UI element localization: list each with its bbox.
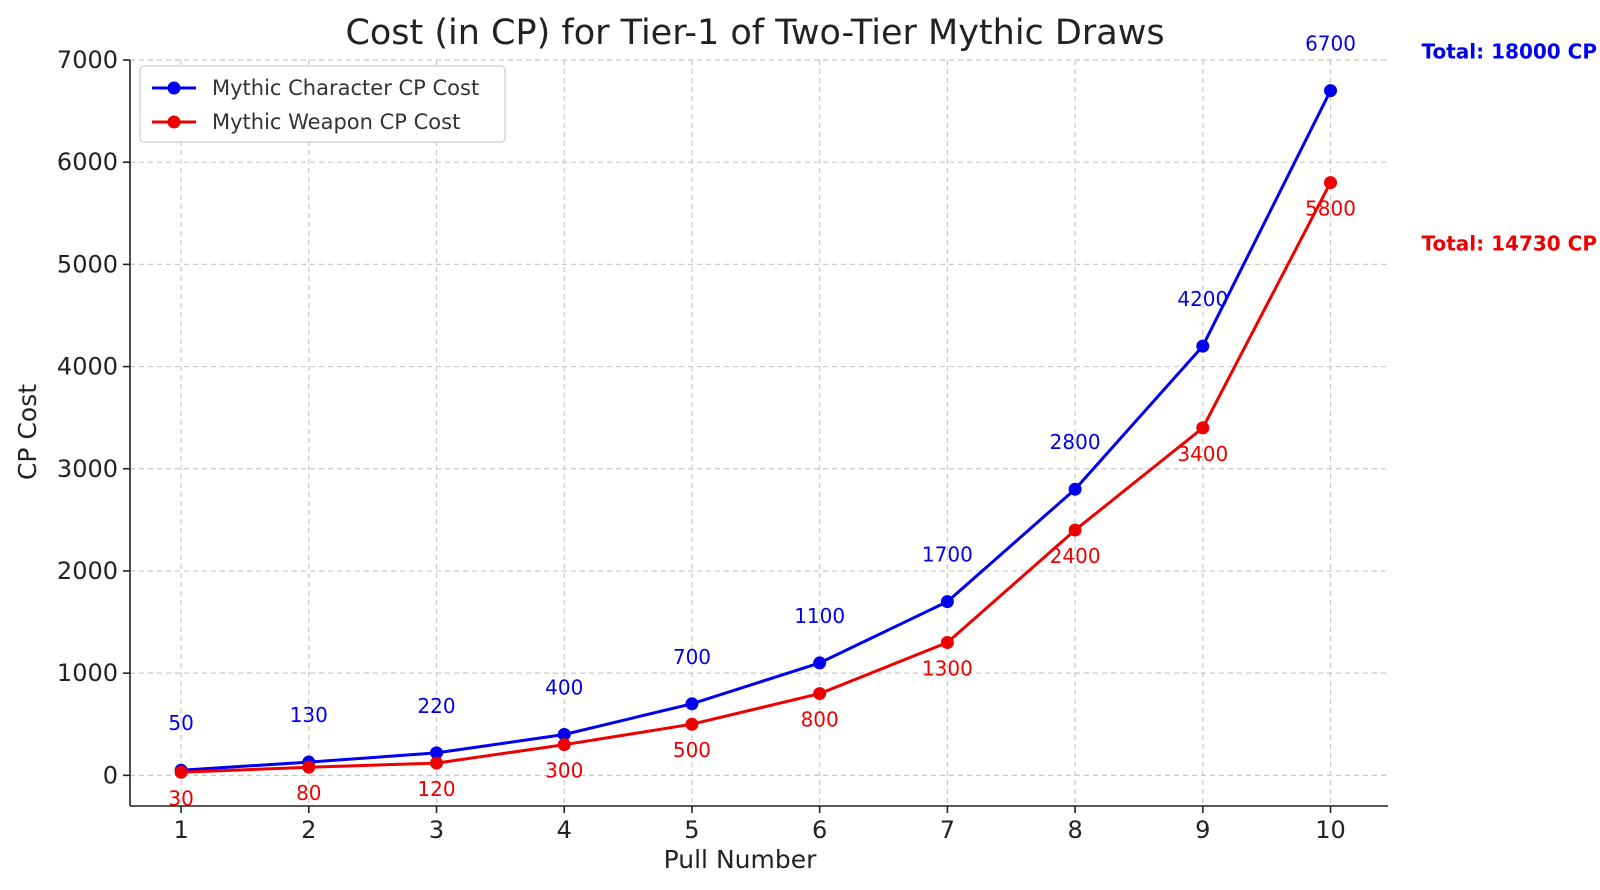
x-tick-label: 10 xyxy=(1315,816,1346,844)
data-label: 5800 xyxy=(1305,197,1356,221)
x-axis-label: Pull Number xyxy=(664,845,817,874)
legend-items: Mythic Character CP Cost Mythic Weapon CP… xyxy=(152,76,479,134)
data-label: 800 xyxy=(801,708,839,732)
data-point xyxy=(1196,421,1210,435)
legend-label: Mythic Weapon CP Cost xyxy=(212,110,460,134)
legend-box xyxy=(139,65,506,143)
series-line xyxy=(181,90,1332,772)
total-labels: Total: 18000 CP Total: 14730 CP xyxy=(1422,40,1597,256)
data-labels: 50 130 220 400 700 1100 1700 2800 4200 6700 30 80 12… xyxy=(168,32,1356,811)
data-label: 6700 xyxy=(1305,32,1356,56)
tick-labels: 1 2 3 4 5 6 7 8 9 10 0 1000 2000 3000 4000 5000 6000 7000 xyxy=(57,46,1346,844)
x-tick-label: 9 xyxy=(1195,816,1210,844)
legend-item: Mythic Character CP Cost xyxy=(152,76,479,100)
data-label: 400 xyxy=(545,675,583,699)
total-label: Total: 18000 CP xyxy=(1422,40,1597,64)
data-label: 130 xyxy=(290,703,328,727)
data-label: 50 xyxy=(168,711,193,735)
x-tick-label: 7 xyxy=(940,816,955,844)
data-point xyxy=(813,687,827,701)
data-label: 2400 xyxy=(1050,544,1101,568)
x-tick-label: 4 xyxy=(557,816,572,844)
y-tick-label: 4000 xyxy=(57,353,118,381)
data-label: 4200 xyxy=(1177,287,1228,311)
y-tick-label: 3000 xyxy=(57,455,118,483)
data-point xyxy=(1324,176,1338,190)
data-point xyxy=(174,765,188,779)
data-label: 300 xyxy=(545,759,583,783)
data-point xyxy=(430,756,444,770)
axes xyxy=(123,59,1388,813)
x-tick-label: 1 xyxy=(173,816,188,844)
data-label: 1700 xyxy=(922,543,973,567)
data-point xyxy=(940,595,954,609)
series-weapon xyxy=(174,176,1338,779)
data-point xyxy=(1324,84,1338,98)
x-tick-label: 8 xyxy=(1067,816,1082,844)
x-tick-label: 2 xyxy=(301,816,316,844)
data-point xyxy=(685,717,699,731)
x-tick-label: 5 xyxy=(684,816,699,844)
legend-swatch-marker xyxy=(167,115,181,129)
data-point xyxy=(557,727,571,741)
y-tick-label: 5000 xyxy=(57,250,118,278)
x-tick-label: 3 xyxy=(429,816,444,844)
data-label: 1100 xyxy=(794,604,845,628)
legend-item: Mythic Weapon CP Cost xyxy=(152,110,460,134)
legend-label: Mythic Character CP Cost xyxy=(212,76,479,100)
chart-title: Cost (in CP) for Tier-1 of Two-Tier Myth… xyxy=(345,13,1164,53)
data-label: 2800 xyxy=(1050,430,1101,454)
data-point xyxy=(1068,523,1082,537)
data-label: 30 xyxy=(168,786,193,810)
y-tick-label: 0 xyxy=(103,761,118,789)
data-label: 3400 xyxy=(1177,442,1228,466)
y-tick-label: 1000 xyxy=(57,659,118,687)
y-tick-label: 7000 xyxy=(57,46,118,74)
legend: Mythic Character CP Cost Mythic Weapon CP… xyxy=(139,65,506,143)
total-label: Total: 14730 CP xyxy=(1422,232,1597,256)
series-line xyxy=(181,181,1332,774)
data-point xyxy=(1196,339,1210,353)
data-label: 220 xyxy=(417,694,455,718)
y-tick-label: 6000 xyxy=(57,148,118,176)
data-point xyxy=(813,656,827,670)
data-point xyxy=(1068,482,1082,496)
data-label: 1300 xyxy=(922,656,973,680)
y-tick-label: 2000 xyxy=(57,557,118,585)
series-layer xyxy=(174,84,1338,779)
data-label: 80 xyxy=(296,781,321,805)
data-point xyxy=(430,746,444,760)
data-point xyxy=(302,760,316,774)
y-axis-label: CP Cost xyxy=(13,384,42,480)
legend-swatch-marker xyxy=(167,81,181,95)
data-point xyxy=(685,697,699,711)
data-point xyxy=(557,738,571,752)
data-label: 500 xyxy=(673,738,711,762)
data-label: 700 xyxy=(673,645,711,669)
x-tick-label: 6 xyxy=(812,816,827,844)
data-point xyxy=(940,635,954,649)
data-label: 120 xyxy=(417,777,455,801)
